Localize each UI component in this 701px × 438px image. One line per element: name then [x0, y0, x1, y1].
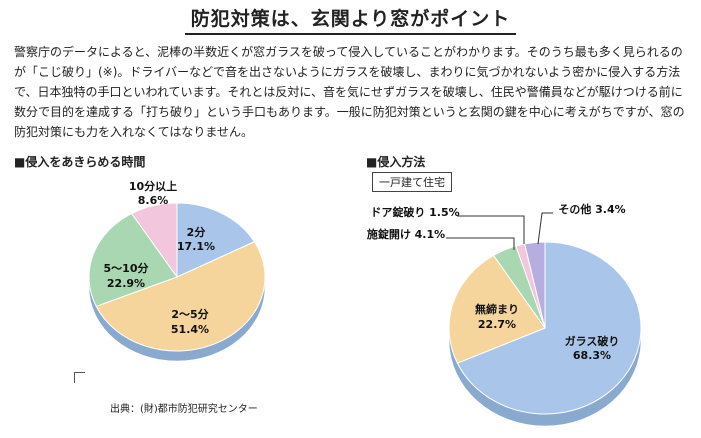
pie-1-label-0: ガラス破り: [565, 334, 620, 348]
pie-1-slice-0: [456, 241, 642, 415]
pie-0-value-0: 17.1%: [177, 240, 215, 253]
left-section-title: ■侵入をあきらめる時間: [14, 155, 146, 169]
pie-0-label-3: 10分以上: [129, 179, 177, 193]
pie-0-label-1: 2〜5分: [171, 307, 208, 321]
pie-1-label-4: その他 3.4%: [558, 202, 625, 216]
leader-other: [537, 212, 553, 245]
pie-0-label-0: 2分: [187, 225, 206, 239]
leader-door-lock: [457, 215, 525, 244]
pie-1-label-1: 無締まり: [475, 302, 519, 316]
pie-1-value-1: 22.7%: [478, 318, 516, 331]
pie-1-label-2: 施錠開け 4.1%: [367, 227, 445, 241]
pie-1-value-0: 68.3%: [573, 349, 611, 362]
pie-0-value-3: 8.6%: [138, 194, 169, 207]
pie-0-label-2: 5〜10分: [104, 261, 149, 275]
housing-type-badge: 一戸建て住宅: [372, 172, 452, 192]
source-note: 出典：(財)都市防犯研究センター: [110, 404, 258, 415]
body-paragraph: 警察庁のデータによると、泥棒の半数近くが窓ガラスを破って侵入していることがわかり…: [14, 45, 685, 139]
pie-0-value-2: 22.9%: [107, 277, 145, 290]
pie-0-slice-1: [95, 241, 266, 352]
pie-1-label-3: ドア錠破り 1.5%: [370, 205, 459, 219]
leader-lock-open: [446, 237, 515, 250]
right-section-title: ■侵入方法: [366, 155, 426, 169]
pie-1-slice-4: [524, 241, 546, 329]
pie-0-slice-3: [130, 202, 178, 279]
pie-0-value-1: 51.4%: [171, 323, 209, 336]
corner-mark-left: [74, 372, 85, 383]
pie-0-slice-0: [176, 202, 256, 278]
pie-0-slice-2: [88, 212, 178, 308]
pie-1-slice-1: [448, 254, 546, 364]
title-wrapper: 防犯対策は、玄関より窓がポイント: [0, 4, 701, 35]
page-title: 防犯対策は、玄関より窓がポイント: [184, 4, 517, 35]
